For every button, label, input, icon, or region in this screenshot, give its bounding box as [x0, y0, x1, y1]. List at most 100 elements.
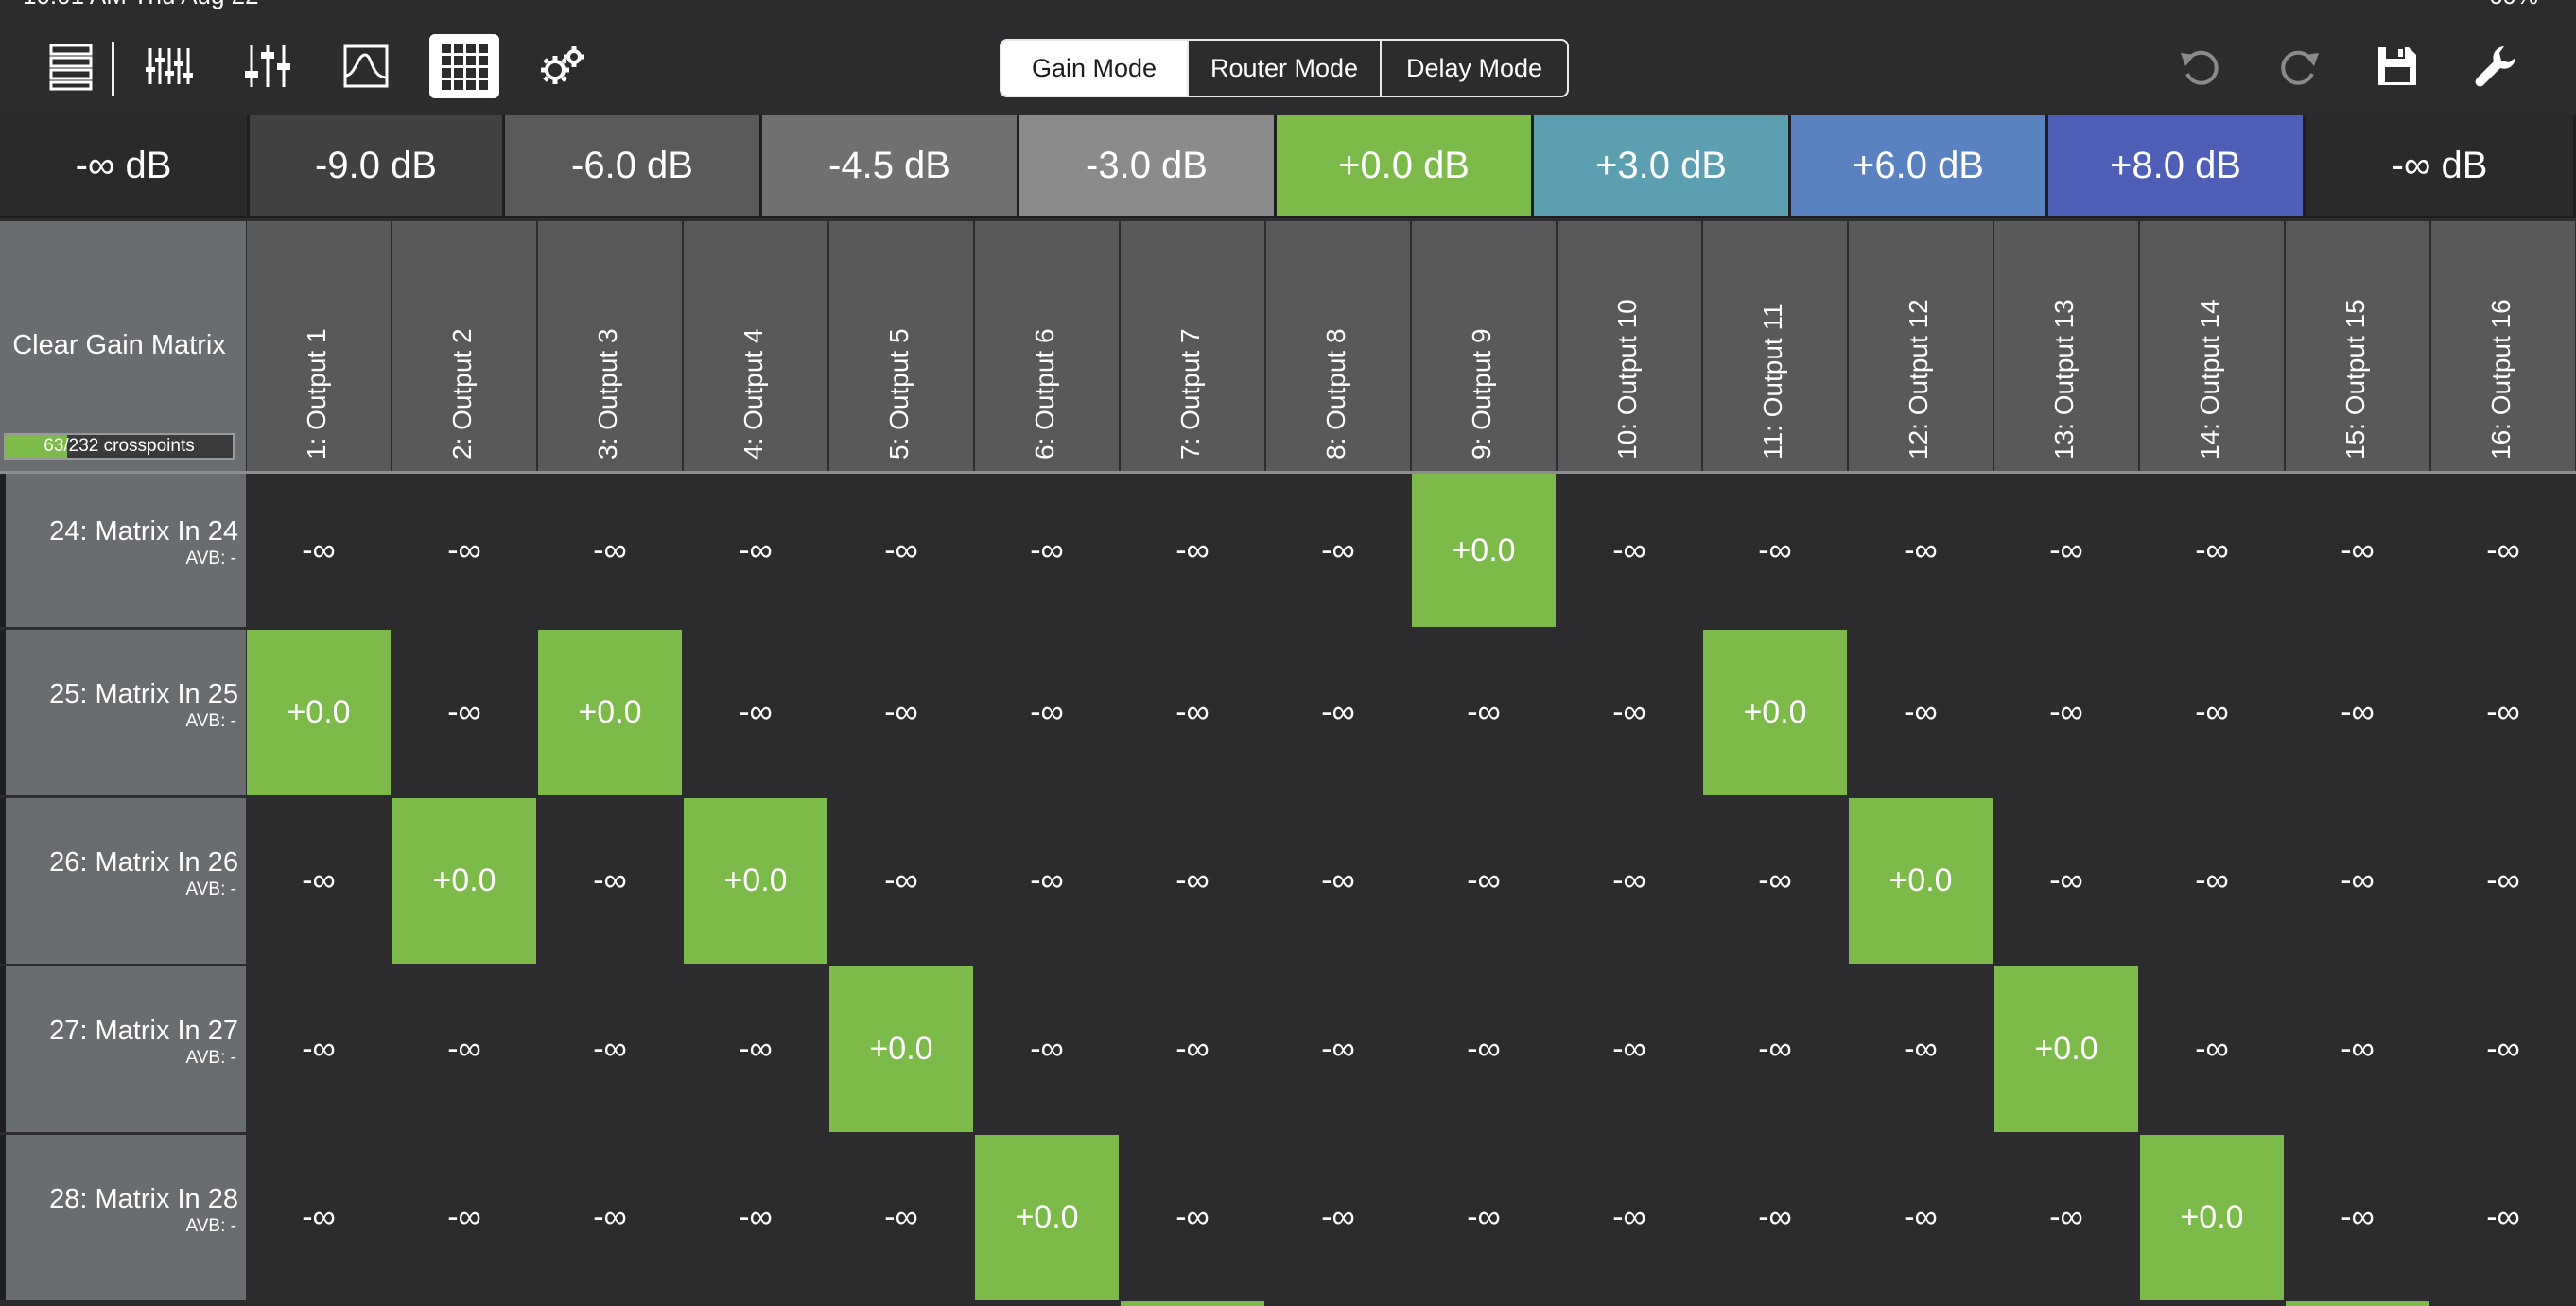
router-mode-button[interactable]: Router Mode	[1187, 41, 1380, 96]
crosspoint-cell[interactable]: -∞	[392, 630, 536, 795]
crosspoint-cell[interactable]: -∞	[1849, 966, 1993, 1132]
wrench-icon[interactable]	[2461, 34, 2531, 98]
crosspoint-cell-partial[interactable]	[1412, 1301, 1556, 1306]
crosspoint-cell[interactable]: -∞	[538, 798, 682, 964]
crosspoint-cell-partial[interactable]	[1994, 1301, 2138, 1306]
crosspoint-cell-partial[interactable]	[247, 1301, 391, 1306]
matrix-grid-icon[interactable]	[429, 34, 499, 98]
crosspoint-cell[interactable]: -∞	[2431, 798, 2575, 964]
crosspoint-cell[interactable]: -∞	[1412, 1135, 1556, 1300]
crosspoint-cell[interactable]: -∞	[538, 1135, 682, 1300]
crosspoint-cell[interactable]: -∞	[684, 1135, 827, 1300]
column-header[interactable]: 14: Output 14	[2140, 221, 2284, 471]
crosspoint-cell[interactable]: +0.0	[2140, 1135, 2284, 1300]
column-header[interactable]: 6: Output 6	[975, 221, 1119, 471]
crosspoint-cell[interactable]: -∞	[1849, 630, 1993, 795]
crosspoint-cell-partial[interactable]	[1121, 1301, 1264, 1306]
column-header[interactable]: 2: Output 2	[392, 221, 536, 471]
crosspoint-cell-partial[interactable]	[2286, 1301, 2429, 1306]
crosspoint-cell[interactable]: -∞	[1266, 1135, 1410, 1300]
save-icon[interactable]	[2362, 34, 2432, 98]
crosspoint-cell[interactable]: +0.0	[1849, 798, 1993, 964]
crosspoint-cell[interactable]: +0.0	[684, 798, 827, 964]
column-header[interactable]: 5: Output 5	[829, 221, 973, 471]
crosspoint-cell-partial[interactable]	[1558, 1301, 1701, 1306]
row-header[interactable]: 25: Matrix In 25 AVB: -	[0, 630, 246, 795]
crosspoint-cell-partial[interactable]	[1703, 1301, 1847, 1306]
column-header[interactable]: 4: Output 4	[684, 221, 827, 471]
device-list-icon[interactable]	[36, 34, 106, 98]
crosspoint-cell[interactable]: -∞	[247, 1135, 391, 1300]
column-header[interactable]: 11: Output 11	[1703, 221, 1847, 471]
crosspoint-cell[interactable]: -∞	[1558, 630, 1701, 795]
crosspoint-cell[interactable]: -∞	[2286, 966, 2429, 1132]
crosspoint-cell[interactable]: -∞	[829, 474, 973, 627]
gain-preset-button[interactable]: -∞ dB	[0, 115, 250, 216]
crosspoint-cell[interactable]: -∞	[1266, 630, 1410, 795]
crosspoint-cell-partial[interactable]	[1849, 1301, 1993, 1306]
crosspoint-cell[interactable]: -∞	[2140, 966, 2284, 1132]
crosspoint-cell[interactable]: -∞	[1994, 474, 2138, 627]
column-header[interactable]: 12: Output 12	[1849, 221, 1993, 471]
faders-icon[interactable]	[233, 34, 303, 98]
crosspoint-cell[interactable]: -∞	[975, 798, 1119, 964]
crosspoint-cell[interactable]: -∞	[1703, 474, 1847, 627]
crosspoint-cell[interactable]: -∞	[684, 966, 827, 1132]
redo-icon[interactable]	[2264, 34, 2334, 98]
crosspoint-cell[interactable]: -∞	[1266, 966, 1410, 1132]
crosspoint-cell[interactable]: -∞	[2140, 630, 2284, 795]
column-header[interactable]: 15: Output 15	[2286, 221, 2429, 471]
crosspoint-cell[interactable]: -∞	[1558, 798, 1701, 964]
crosspoint-cell[interactable]: -∞	[1121, 1135, 1264, 1300]
gain-preset-button[interactable]: +6.0 dB	[1791, 115, 2048, 216]
crosspoint-cell[interactable]: -∞	[2140, 474, 2284, 627]
crosspoint-cell[interactable]: -∞	[1558, 1135, 1701, 1300]
crosspoint-cell[interactable]: +0.0	[538, 630, 682, 795]
crosspoint-cell-partial[interactable]	[2431, 1301, 2575, 1306]
crosspoint-cell[interactable]: -∞	[2431, 630, 2575, 795]
crosspoint-cell[interactable]: -∞	[829, 1135, 973, 1300]
crosspoint-cell[interactable]: -∞	[2431, 474, 2575, 627]
crosspoint-cell[interactable]: -∞	[392, 474, 536, 627]
row-header[interactable]: 27: Matrix In 27 AVB: -	[0, 966, 246, 1132]
column-header[interactable]: 3: Output 3	[538, 221, 682, 471]
crosspoint-cell[interactable]: -∞	[2286, 798, 2429, 964]
crosspoint-cell[interactable]: -∞	[247, 798, 391, 964]
crosspoint-cell-partial[interactable]	[538, 1301, 682, 1306]
crosspoint-cell[interactable]: -∞	[2140, 798, 2284, 964]
crosspoint-cell[interactable]: -∞	[2286, 1135, 2429, 1300]
crosspoint-cell[interactable]: -∞	[538, 474, 682, 627]
crosspoint-cell[interactable]: -∞	[392, 1135, 536, 1300]
crosspoint-cell-partial[interactable]	[684, 1301, 827, 1306]
crosspoint-cell-partial[interactable]	[392, 1301, 536, 1306]
crosspoint-cell[interactable]: -∞	[1412, 966, 1556, 1132]
crosspoint-cell[interactable]: -∞	[1849, 1135, 1993, 1300]
crosspoint-cell[interactable]: -∞	[684, 474, 827, 627]
row-header[interactable]: 26: Matrix In 26 AVB: -	[0, 798, 246, 964]
crosspoint-cell-partial[interactable]	[2140, 1301, 2284, 1306]
gain-preset-button[interactable]: +0.0 dB	[1277, 115, 1534, 216]
column-header[interactable]: 10: Output 10	[1558, 221, 1701, 471]
crosspoint-cell[interactable]: +0.0	[1412, 474, 1556, 627]
crosspoint-cell[interactable]: -∞	[1121, 798, 1264, 964]
column-header[interactable]: 16: Output 16	[2431, 221, 2575, 471]
crosspoint-cell[interactable]: -∞	[1849, 474, 1993, 627]
crosspoint-cell[interactable]: +0.0	[1994, 966, 2138, 1132]
column-header[interactable]: 9: Output 9	[1412, 221, 1556, 471]
clear-gain-matrix-button[interactable]: Clear Gain Matrix 63/232 crosspoints	[0, 221, 246, 471]
crosspoint-cell[interactable]: -∞	[684, 630, 827, 795]
crosspoint-cell[interactable]: -∞	[975, 474, 1119, 627]
crosspoint-cell-partial[interactable]	[829, 1301, 973, 1306]
undo-icon[interactable]	[2166, 34, 2236, 98]
crosspoint-cell[interactable]: -∞	[1558, 474, 1701, 627]
crosspoint-cell[interactable]: +0.0	[247, 630, 391, 795]
crosspoint-cell[interactable]: -∞	[2286, 474, 2429, 627]
gain-preset-button[interactable]: +3.0 dB	[1534, 115, 1791, 216]
crosspoint-cell[interactable]: -∞	[1412, 798, 1556, 964]
gain-preset-button[interactable]: -4.5 dB	[762, 115, 1019, 216]
crosspoint-cell[interactable]: -∞	[247, 474, 391, 627]
crosspoint-cell[interactable]: -∞	[392, 966, 536, 1132]
column-header[interactable]: 7: Output 7	[1121, 221, 1264, 471]
crosspoint-cell[interactable]: -∞	[1121, 474, 1264, 627]
crosspoint-cell[interactable]: +0.0	[392, 798, 536, 964]
